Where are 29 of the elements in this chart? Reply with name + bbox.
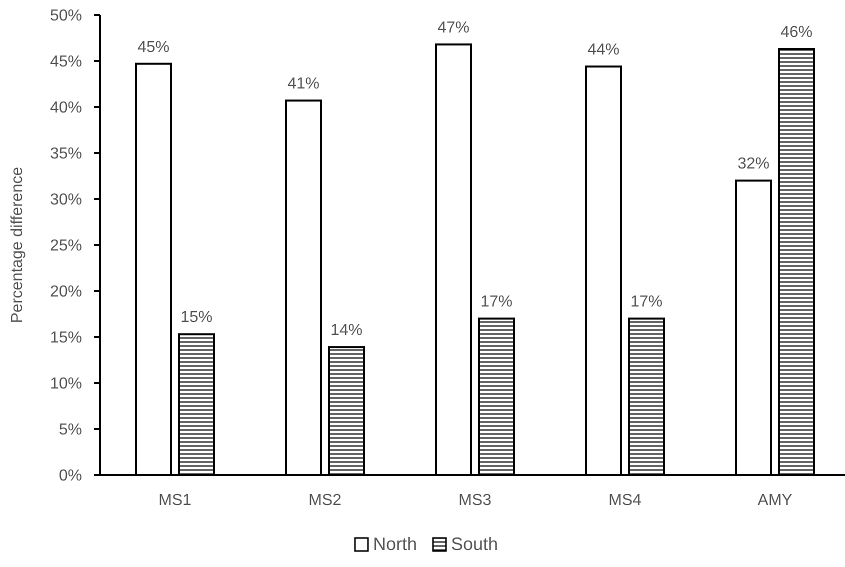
y-tick-label: 20% xyxy=(50,284,82,301)
y-tick-label: 45% xyxy=(50,54,82,71)
y-axis-title: Percentage difference xyxy=(9,166,26,324)
y-tick-label: 50% xyxy=(50,8,82,25)
data-label: 15% xyxy=(180,309,213,326)
x-tick-label: MS2 xyxy=(308,492,342,509)
y-tick-label: 5% xyxy=(58,422,82,439)
data-label: 45% xyxy=(137,38,170,56)
x-tick-label: MS4 xyxy=(608,492,642,509)
legend-label: North xyxy=(372,534,417,554)
x-tick-label: AMY xyxy=(758,492,793,509)
data-label: 32% xyxy=(737,156,770,173)
data-label: 14% xyxy=(330,322,363,340)
data-label: 41% xyxy=(287,76,320,93)
data-label: 17% xyxy=(480,294,513,311)
y-tick-label: 10% xyxy=(50,376,82,393)
legend-label: South xyxy=(450,534,498,554)
y-tick-label: 30% xyxy=(50,192,82,209)
y-tick-label: 0% xyxy=(58,468,82,485)
data-label: 46% xyxy=(780,24,813,42)
y-tick-label: 40% xyxy=(50,100,82,117)
x-tick-label: MS3 xyxy=(458,492,492,509)
y-tick-label: 15% xyxy=(50,330,82,347)
data-label: 47% xyxy=(437,19,470,36)
y-tick-label: 25% xyxy=(50,238,82,255)
y-tick-label: 35% xyxy=(50,146,82,163)
data-label: 17% xyxy=(630,294,663,311)
data-label: 44% xyxy=(587,42,620,59)
x-tick-label: MS1 xyxy=(158,492,192,509)
